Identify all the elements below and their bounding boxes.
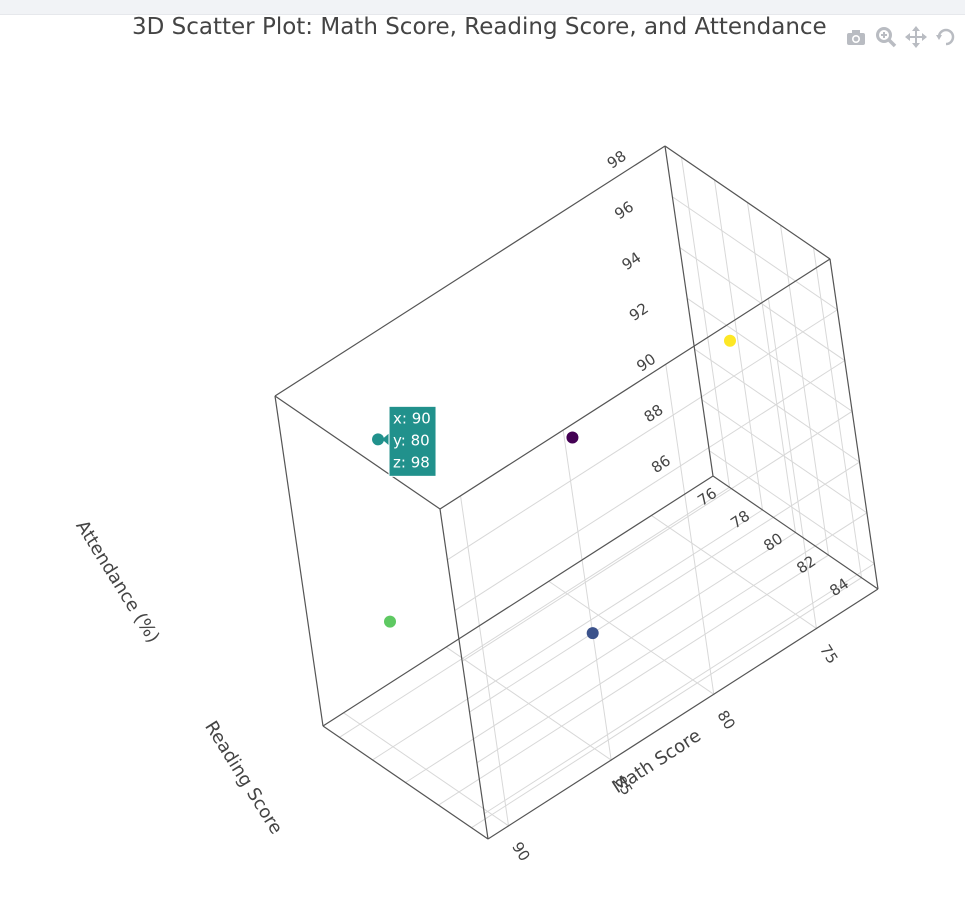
scatter-point[interactable] xyxy=(566,431,579,444)
zoom-icon[interactable] xyxy=(875,26,897,48)
y-tick-label: 78 xyxy=(727,507,753,533)
hover-line: y: 80 xyxy=(393,431,430,449)
frame-edge xyxy=(274,395,324,727)
scatter-point[interactable] xyxy=(723,334,736,347)
z-axis-title: Attendance (%) xyxy=(71,517,163,647)
z-tick-label: 88 xyxy=(641,401,667,427)
y-tick-label: 82 xyxy=(793,552,819,578)
box-frame xyxy=(274,145,879,840)
frame-edge xyxy=(274,145,666,397)
data-points[interactable] xyxy=(372,334,736,640)
hover-tooltip: x: 90 y: 80 z: 98 xyxy=(382,405,437,477)
scatter-point[interactable] xyxy=(586,627,599,640)
x-tick-label: 75 xyxy=(816,641,841,667)
hover-line: z: 98 xyxy=(393,453,430,471)
frame-edge xyxy=(439,258,831,510)
frame-edge xyxy=(487,588,879,840)
hover-line: x: 90 xyxy=(393,409,431,427)
frame-edge xyxy=(439,508,489,840)
grid-line-z xyxy=(461,297,854,662)
frame-edge xyxy=(664,145,714,477)
frame-edge xyxy=(274,395,441,510)
x-tick-label: 90 xyxy=(508,839,533,865)
grid-lines xyxy=(339,145,876,829)
grid-line-z xyxy=(454,247,846,611)
grid-line-z xyxy=(469,348,861,713)
z-tick-label: 98 xyxy=(604,147,630,173)
modebar[interactable] xyxy=(845,26,957,48)
z-tick-label: 92 xyxy=(626,299,652,325)
z-tick-label: 86 xyxy=(648,451,674,477)
y-tick-label: 84 xyxy=(826,574,852,600)
x-tick-label: 80 xyxy=(714,707,739,733)
pan-icon[interactable] xyxy=(905,26,927,48)
hover-pointer xyxy=(382,433,390,446)
grid-line-z xyxy=(447,196,839,561)
top-strip xyxy=(0,0,965,15)
rotate-icon[interactable] xyxy=(935,26,957,48)
y-tick-label: 76 xyxy=(694,484,720,510)
z-tick-label: 96 xyxy=(611,198,637,224)
camera-icon[interactable] xyxy=(845,26,867,48)
x-axis-title: Math Score xyxy=(609,725,705,798)
y-axis-title: Reading Score xyxy=(200,717,286,838)
z-tick-label: 94 xyxy=(619,248,645,274)
grid-line-z xyxy=(439,145,831,510)
scatter-point[interactable] xyxy=(384,615,397,628)
chart-title: 3D Scatter Plot: Math Score, Reading Sco… xyxy=(132,14,827,40)
frame-edge xyxy=(322,475,714,727)
frame-edge xyxy=(664,145,831,260)
frame-edge xyxy=(322,725,489,840)
frame-edge xyxy=(829,258,879,590)
scatter-point[interactable] xyxy=(372,433,385,446)
y-tick-label: 80 xyxy=(760,529,786,555)
frame-edge xyxy=(712,475,879,590)
hover-box xyxy=(388,405,437,477)
